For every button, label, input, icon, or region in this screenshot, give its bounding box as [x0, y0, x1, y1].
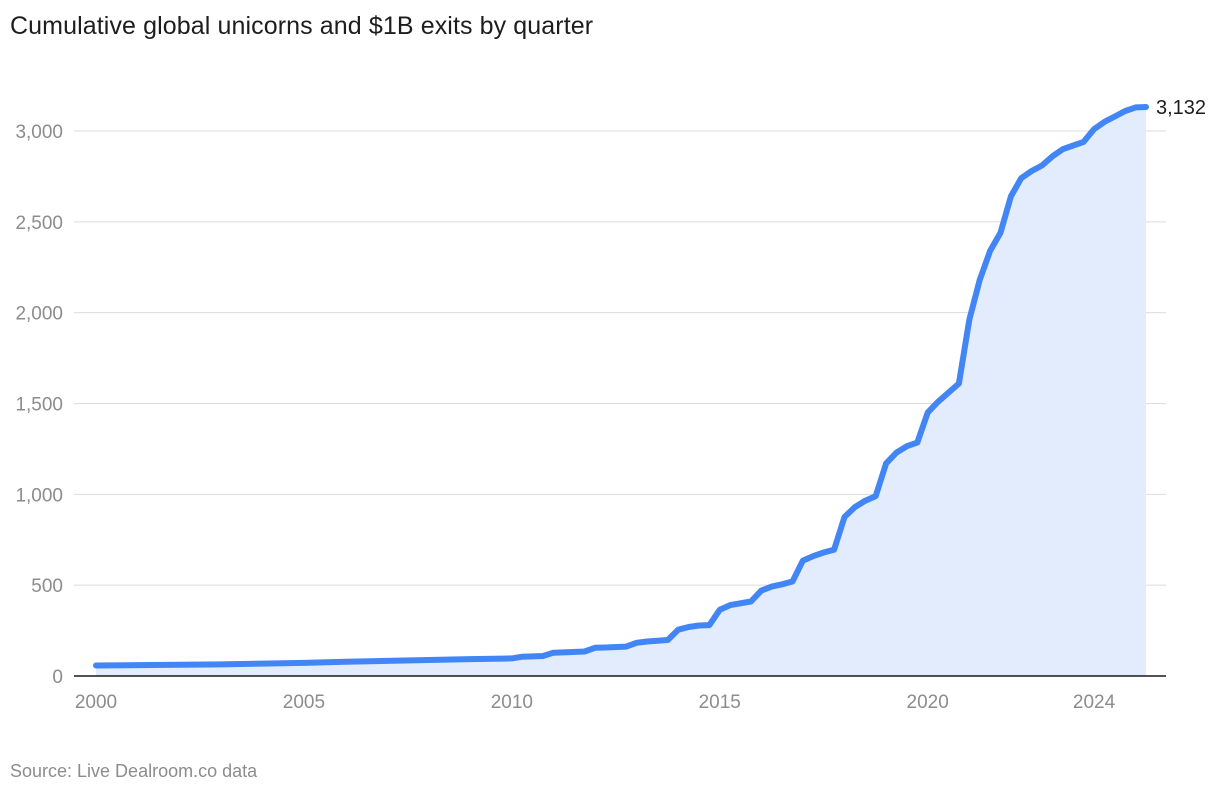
x-tick-label: 2015 — [699, 692, 741, 713]
x-tick-label: 2024 — [1073, 692, 1116, 713]
chart-source: Source: Live Dealroom.co data — [10, 761, 258, 781]
y-tick-label: 2,500 — [15, 213, 63, 234]
gridlines — [74, 130, 1166, 586]
y-tick-label: 2,000 — [15, 304, 63, 325]
x-tick-label: 2020 — [907, 692, 949, 713]
y-tick-label: 3,000 — [15, 122, 63, 143]
y-axis-ticks: 0 500 1,000 1,500 2,000 2,500 3,000 — [15, 122, 63, 688]
y-tick-label: 0 — [52, 667, 63, 688]
y-tick-label: 1,500 — [15, 395, 63, 416]
x-axis-ticks: 2000 2005 2010 2015 2020 2024 — [75, 692, 1116, 713]
x-tick-label: 2010 — [491, 692, 533, 713]
x-tick-label: 2000 — [75, 692, 117, 713]
area-fill — [96, 107, 1146, 676]
x-tick-label: 2005 — [283, 692, 325, 713]
y-tick-label: 500 — [31, 576, 63, 597]
chart-title: Cumulative global unicorns and $1B exits… — [10, 12, 594, 40]
end-value-label: 3,132 — [1156, 97, 1206, 119]
series-line — [93, 104, 1149, 669]
y-tick-label: 1,000 — [15, 485, 63, 506]
